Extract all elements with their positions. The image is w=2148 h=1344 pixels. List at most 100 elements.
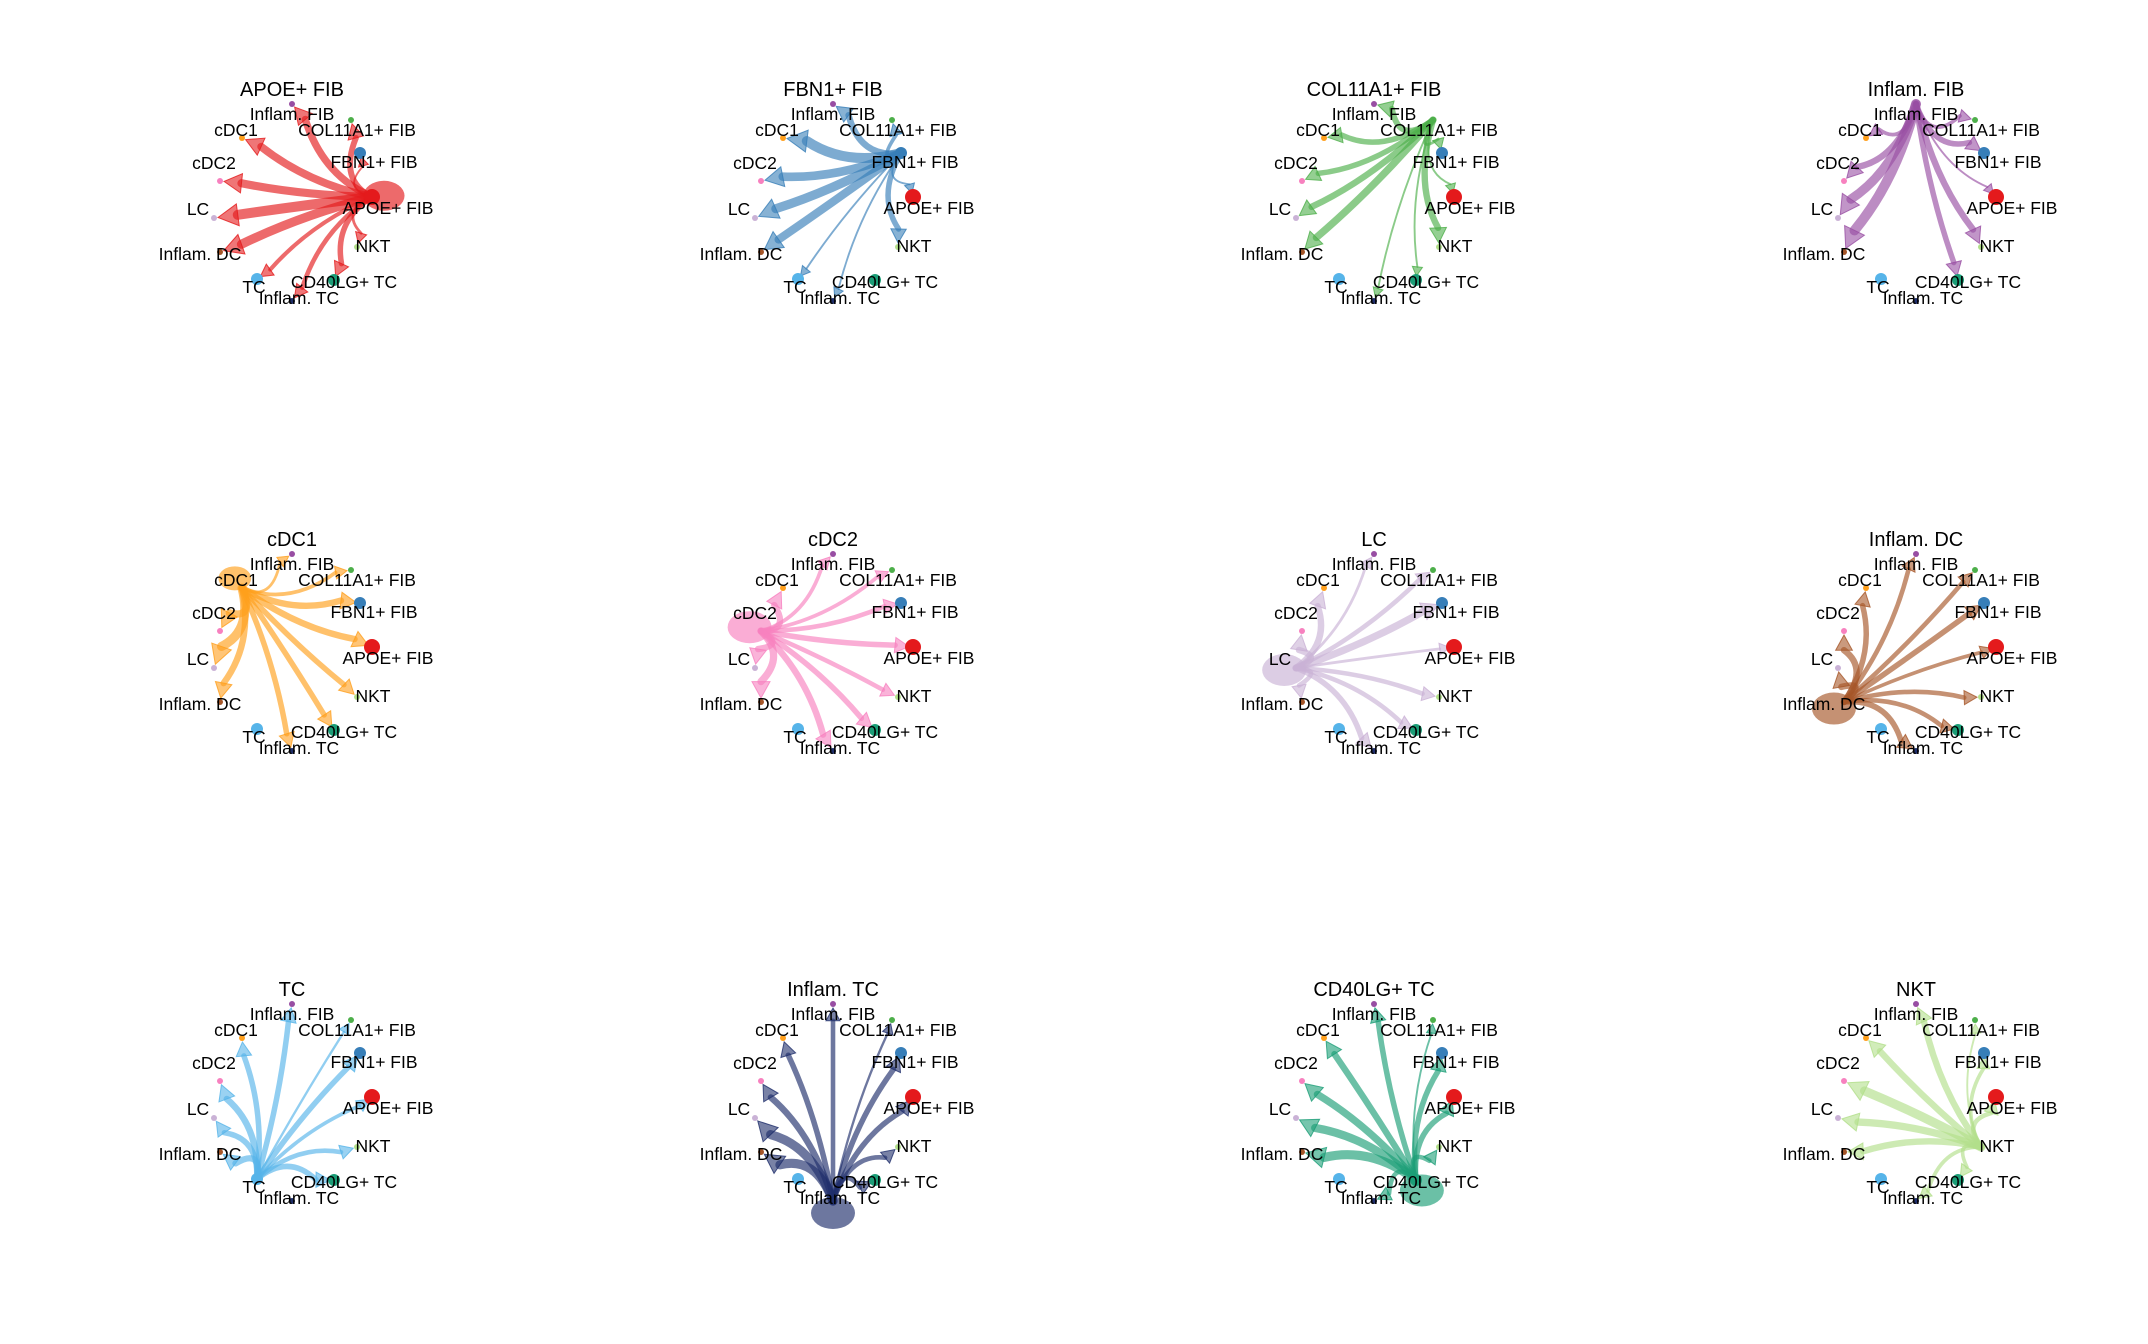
node-dot-inflam-tc — [1371, 298, 1377, 304]
node-label-nkt: NKT — [1438, 1136, 1473, 1156]
edge-lc-to-apoe-fib — [1294, 647, 1442, 670]
edge-fbn1-fib-to-inflam-tc — [837, 152, 902, 290]
node-dot-apoe-fib — [905, 639, 921, 655]
node-dot-cd40lg-tc — [328, 1174, 340, 1186]
node-label-tc: TC — [783, 277, 806, 297]
edge-inflam-fib-to-cdc1 — [1877, 102, 1918, 137]
edge-arrowhead — [1429, 1055, 1447, 1073]
node-label-lc: LC — [1269, 1099, 1291, 1119]
node-dot-cd40lg-tc — [869, 1174, 881, 1186]
edge-arrowhead — [354, 230, 368, 245]
edge-lc-to-nkt — [1293, 665, 1425, 696]
node-dot-fbn1-fib — [354, 147, 366, 159]
edge-arrowhead — [1959, 1162, 1974, 1178]
node-label-tc: TC — [242, 727, 265, 747]
node-dot-tc — [1333, 723, 1345, 735]
node-label-cd40lg-tc: CD40LG+ TC — [1373, 1172, 1479, 1192]
edge-arrowhead — [357, 155, 370, 168]
node-label-inflam-tc: Inflam. TC — [1883, 1188, 1963, 1208]
node-dot-inflam-dc — [217, 1149, 223, 1155]
edge-arrowhead — [215, 1120, 232, 1139]
node-label-lc: LC — [728, 199, 750, 219]
edge-arrowhead — [333, 565, 349, 580]
node-dot-inflam-fib — [1371, 101, 1377, 107]
node-dot-tc — [1333, 273, 1345, 285]
node-label-nkt: NKT — [1438, 686, 1473, 706]
node-dot-apoe-fib — [905, 1089, 921, 1105]
edge-arrowhead — [855, 711, 873, 729]
node-label-col11a1-fib: COL11A1+ FIB — [1922, 120, 2040, 140]
edge-tc-to-cd40lg-tc — [254, 1163, 319, 1183]
node-dot-cdc2 — [1841, 1078, 1847, 1084]
edge-arrowhead — [878, 682, 896, 697]
node-dot-lc — [1293, 665, 1299, 671]
edge-arrowhead — [780, 1040, 797, 1059]
node-dot-cdc1 — [239, 135, 245, 141]
edge-arrowhead — [1298, 199, 1318, 217]
node-dot-cdc1 — [1863, 1035, 1869, 1041]
node-label-cd40lg-tc: CD40LG+ TC — [832, 722, 938, 742]
node-label-cd40lg-tc: CD40LG+ TC — [291, 272, 397, 292]
edge-arrowhead — [315, 1171, 332, 1189]
edge-arrowhead — [214, 680, 233, 700]
node-label-inflam-fib: Inflam. FIB — [791, 554, 876, 574]
node-label-lc: LC — [1811, 649, 1833, 669]
node-dot-lc — [1835, 1115, 1841, 1121]
node-label-inflam-dc: Inflam. DC — [159, 244, 242, 264]
edge-arrowhead — [1291, 683, 1307, 700]
node-label-apoe-fib: APOE+ FIB — [1425, 648, 1516, 668]
edge-arrowhead — [1431, 136, 1445, 151]
node-label-nkt: NKT — [356, 686, 391, 706]
edge-arrowhead — [1834, 633, 1854, 651]
panel-title: FBN1+ FIB — [783, 79, 882, 101]
node-dot-apoe-fib — [1446, 639, 1462, 655]
node-label-inflam-fib: Inflam. FIB — [1874, 104, 1959, 124]
node-dot-col11a1-fib — [889, 1017, 895, 1023]
node-dot-cd40lg-tc — [1410, 1174, 1422, 1186]
node-dot-inflam-tc — [830, 748, 836, 754]
node-label-cdc1: cDC1 — [755, 570, 799, 590]
edge-arrowhead — [1969, 1022, 1982, 1034]
edge-arrowhead — [835, 105, 855, 123]
node-dot-inflam-fib — [1371, 1001, 1377, 1007]
node-dot-inflam-fib — [289, 1001, 295, 1007]
node-dot-cd40lg-tc — [869, 724, 881, 736]
edge-arrowhead — [1304, 165, 1323, 181]
edge-arrowhead — [275, 555, 290, 568]
node-label-inflam-fib: Inflam. FIB — [1332, 104, 1417, 124]
node-label-lc: LC — [187, 649, 209, 669]
edge-arrowhead — [1304, 1082, 1325, 1103]
node-label-cdc2: cDC2 — [192, 1053, 236, 1073]
edge-arrowhead — [1376, 100, 1395, 118]
edge-self-loop — [811, 1197, 855, 1229]
node-dot-inflam-dc — [1841, 249, 1847, 255]
edge-arrowhead — [749, 647, 768, 666]
edge-arrowhead — [1976, 1055, 1991, 1070]
node-dot-tc — [1875, 723, 1887, 735]
node-label-inflam-tc: Inflam. TC — [1341, 738, 1421, 758]
node-label-fbn1-fib: FBN1+ FIB — [871, 602, 958, 622]
node-label-inflam-tc: Inflam. TC — [1341, 1188, 1421, 1208]
node-dot-tc — [792, 273, 804, 285]
node-dot-tc — [792, 723, 804, 735]
edge-arrowhead — [1304, 230, 1324, 250]
node-label-apoe-fib: APOE+ FIB — [884, 648, 975, 668]
edge-arrowhead — [1895, 733, 1914, 750]
node-dot-inflam-dc — [758, 699, 764, 705]
node-label-inflam-tc: Inflam. TC — [259, 738, 339, 758]
node-label-apoe-fib: APOE+ FIB — [884, 1098, 975, 1118]
node-label-cd40lg-tc: CD40LG+ TC — [1915, 272, 2021, 292]
edge-arrowhead — [874, 570, 890, 584]
node-label-cdc1: cDC1 — [1838, 1020, 1882, 1040]
node-label-fbn1-fib: FBN1+ FIB — [1412, 152, 1499, 172]
edge-arrowhead — [293, 282, 309, 299]
edge-arrowhead — [1425, 1022, 1438, 1035]
edge-arrowhead — [338, 1144, 355, 1160]
node-label-cdc1: cDC1 — [1296, 1020, 1340, 1040]
node-dot-nkt — [354, 694, 360, 700]
edge-arrowhead — [279, 1006, 297, 1024]
node-dot-inflam-fib — [289, 101, 295, 107]
node-dot-lc — [752, 1115, 758, 1121]
edge-arrowhead — [814, 729, 832, 749]
